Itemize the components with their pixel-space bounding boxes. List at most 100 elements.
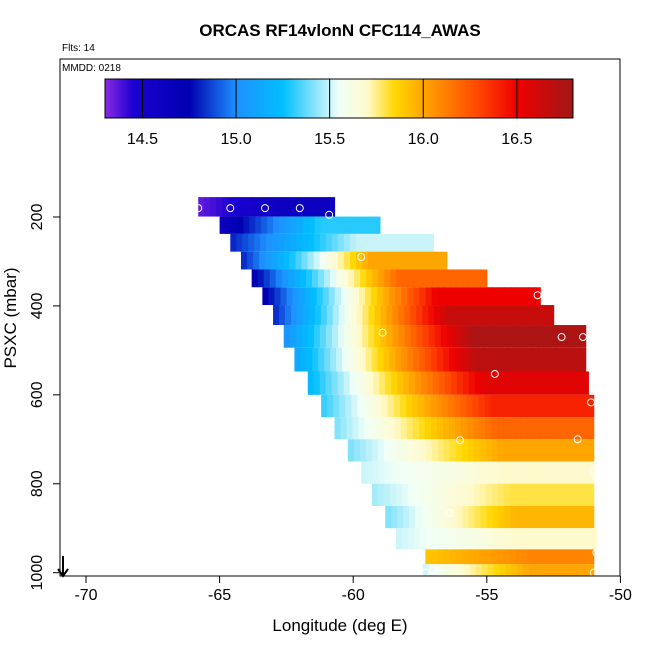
sample-point bbox=[557, 333, 566, 342]
heatmap-cell bbox=[550, 347, 557, 372]
heatmap-cell bbox=[522, 461, 529, 484]
heatmap-cell bbox=[440, 325, 448, 348]
heatmap-cell bbox=[587, 483, 595, 506]
heatmap-cell bbox=[540, 461, 547, 484]
heatmap-cell bbox=[515, 417, 522, 440]
heatmap-cell bbox=[383, 483, 391, 506]
heatmap-cell bbox=[368, 325, 375, 348]
heatmap-cell bbox=[449, 417, 456, 440]
heatmap-cell bbox=[414, 528, 421, 550]
heatmap-cell bbox=[415, 371, 422, 395]
down-arrow-icon bbox=[57, 556, 69, 578]
heatmap-cell bbox=[521, 549, 529, 565]
heatmap-cell bbox=[489, 325, 496, 348]
heatmap-cell bbox=[587, 549, 595, 565]
heatmap-cell bbox=[569, 417, 577, 440]
heatmap-cell bbox=[527, 394, 534, 418]
heatmap-cell bbox=[402, 269, 410, 288]
heatmap-cell bbox=[534, 461, 541, 484]
heatmap-cell bbox=[473, 287, 481, 306]
y-tick-label: 600 bbox=[29, 381, 46, 408]
heatmap-cell bbox=[204, 197, 211, 217]
y-tick-label: 200 bbox=[29, 204, 46, 231]
heatmap-cell bbox=[326, 325, 333, 348]
heatmap-cell bbox=[269, 269, 277, 288]
heatmap-cell bbox=[345, 394, 353, 418]
heatmap-cell bbox=[397, 505, 404, 529]
heatmap-cell bbox=[467, 287, 475, 306]
heatmap-cell bbox=[455, 483, 463, 506]
heatmap-cell bbox=[491, 549, 499, 565]
heatmap-cell bbox=[545, 417, 553, 440]
heatmap-cell bbox=[503, 417, 510, 440]
heatmap-cell bbox=[496, 394, 504, 418]
heatmap-cell bbox=[389, 347, 397, 372]
heatmap-cell bbox=[434, 305, 441, 326]
heatmap-cell bbox=[523, 528, 531, 550]
heatmap-cell bbox=[485, 417, 492, 440]
heatmap-cell bbox=[308, 216, 316, 234]
heatmap-cell bbox=[328, 197, 336, 217]
heatmap-cell bbox=[440, 305, 447, 326]
heatmap-cell bbox=[468, 505, 476, 529]
heatmap-cell bbox=[581, 461, 589, 484]
heatmap-cell bbox=[456, 269, 464, 288]
heatmap-cell bbox=[456, 461, 464, 484]
heatmap-cell bbox=[313, 251, 321, 270]
heatmap-cell bbox=[563, 483, 571, 506]
heatmap-cell bbox=[331, 251, 339, 270]
heatmap-cell bbox=[332, 305, 340, 326]
heatmap-cell bbox=[553, 528, 561, 550]
heatmap-cell bbox=[377, 439, 385, 462]
heatmap-cell bbox=[452, 564, 459, 576]
heatmap-cell bbox=[371, 483, 379, 506]
heatmap-cell bbox=[386, 305, 394, 326]
heatmap-cell bbox=[551, 439, 559, 462]
heatmap-cell bbox=[437, 549, 444, 565]
heatmap-cell bbox=[462, 269, 470, 288]
heatmap-cell bbox=[499, 305, 507, 326]
heatmap-cell bbox=[463, 564, 471, 576]
heatmap-cell bbox=[558, 371, 566, 395]
heatmap-cell bbox=[578, 528, 585, 550]
heatmap-cell bbox=[514, 394, 522, 418]
heatmap-cell bbox=[534, 564, 542, 576]
heatmap-cell bbox=[420, 461, 428, 484]
sample-point bbox=[357, 253, 366, 262]
heatmap-cell bbox=[338, 305, 346, 326]
heatmap-cell bbox=[484, 394, 492, 418]
heatmap-cell bbox=[243, 216, 250, 234]
heatmap-cell bbox=[355, 371, 363, 395]
sample-point bbox=[261, 204, 270, 213]
heatmap-cell bbox=[266, 233, 273, 252]
heatmap-cell bbox=[481, 564, 489, 576]
heatmap-cell bbox=[496, 347, 504, 372]
heatmap-cell bbox=[511, 305, 519, 326]
heatmap-cell bbox=[319, 233, 327, 252]
heatmap-cell bbox=[467, 439, 475, 462]
heatmap-cell bbox=[413, 347, 420, 372]
heatmap-cell bbox=[468, 528, 476, 550]
heatmap-cell bbox=[422, 251, 430, 270]
heatmap-cell bbox=[533, 394, 540, 418]
heatmap-cell bbox=[437, 483, 445, 506]
heatmap-cell bbox=[328, 287, 336, 306]
heatmap-cell bbox=[442, 394, 449, 418]
heatmap-cell bbox=[338, 325, 345, 348]
heatmap-cell bbox=[403, 233, 411, 252]
heatmap-cell bbox=[428, 564, 436, 576]
heatmap-cell bbox=[395, 483, 403, 506]
heatmap-cell bbox=[491, 483, 499, 506]
heatmap-cell bbox=[399, 394, 407, 418]
heatmap-cell bbox=[350, 216, 357, 234]
sample-point bbox=[587, 398, 596, 407]
heatmap-cell bbox=[352, 287, 360, 306]
heatmap-cell bbox=[395, 347, 402, 372]
heatmap-cell bbox=[296, 216, 304, 234]
heatmap-cell bbox=[499, 564, 506, 576]
heatmap-cell bbox=[473, 439, 481, 462]
heatmap-cell bbox=[587, 417, 595, 440]
heatmap-cell bbox=[492, 461, 499, 484]
heatmap-cell bbox=[508, 394, 516, 418]
